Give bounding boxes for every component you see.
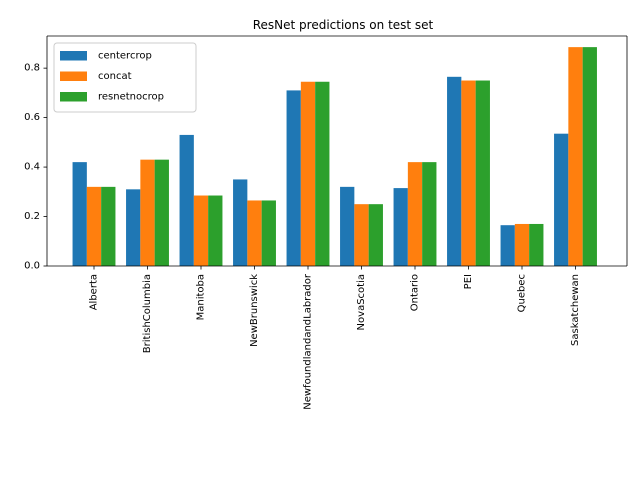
bar-concat-PEI (461, 80, 476, 267)
legend-label-centercrop: centercrop (98, 51, 152, 62)
bar-resnetnocrop-NovaScotia (368, 204, 383, 266)
x-tick-label: NewfoundlandandLabrador (303, 273, 314, 410)
y-tick-label: 0.4 (24, 162, 40, 173)
bar-concat-NewBrunswick (247, 200, 262, 266)
bar-centercrop-Ontario (393, 188, 408, 266)
bar-resnetnocrop-Ontario (422, 162, 437, 266)
bar-centercrop-Alberta (72, 162, 87, 266)
x-tick-label: Saskatchewan (570, 274, 581, 346)
bar-centercrop-Manitoba (179, 134, 194, 266)
bar-concat-Alberta (86, 186, 102, 266)
x-tick-label: NewBrunswick (249, 274, 260, 347)
bar-centercrop-NewBrunswick (233, 179, 248, 266)
x-tick-label: Ontario (410, 274, 421, 311)
bar-centercrop-PEI (447, 76, 462, 266)
legend-label-concat: concat (98, 71, 132, 82)
bar-resnetnocrop-BritishColumbia (154, 159, 169, 266)
bar-centercrop-Quebec (500, 225, 515, 266)
y-tick-label: 0.2 (24, 211, 40, 222)
bar-resnetnocrop-Alberta (101, 186, 116, 266)
bar-concat-Saskatchewan (568, 47, 583, 266)
legend: centercrop concat resnetnocrop (53, 42, 197, 113)
bar-resnetnocrop-Quebec (529, 223, 544, 266)
bar-concat-BritishColumbia (140, 159, 155, 266)
bar-centercrop-NovaScotia (340, 186, 355, 266)
y-tick-label: 0.6 (24, 112, 40, 123)
y-tick-label: 0.8 (24, 63, 40, 74)
bar-concat-Manitoba (193, 195, 209, 266)
bar-resnetnocrop-Saskatchewan (582, 47, 597, 266)
bar-centercrop-NewfoundlandandLabrador (286, 90, 301, 266)
chart-title: ResNet predictions on test set (253, 18, 434, 32)
legend-label-resnetnocrop: resnetnocrop (98, 92, 164, 103)
bar-concat-Ontario (407, 162, 423, 266)
bar-resnetnocrop-NewBrunswick (261, 200, 276, 266)
x-tick-label: Quebec (517, 274, 528, 312)
x-tick-label: PEI (463, 274, 474, 289)
x-tick-label: Manitoba (196, 274, 207, 320)
x-tick-label: BritishColumbia (142, 274, 153, 353)
y-ticks: 0.0 0.2 0.4 0.6 0.8 (24, 63, 47, 272)
legend-box (53, 42, 197, 113)
bar-concat-Quebec (514, 223, 530, 266)
bars-layer (72, 47, 597, 267)
bar-centercrop-BritishColumbia (126, 189, 141, 266)
bar-resnetnocrop-Manitoba (208, 195, 223, 266)
axes-layer (46, 35, 628, 267)
bar-resnetnocrop-PEI (475, 80, 490, 267)
bar-resnetnocrop-NewfoundlandandLabrador (315, 81, 330, 266)
x-tick-label: NovaScotia (356, 274, 367, 330)
legend-swatch-centercrop (60, 51, 87, 61)
x-tick-label: Alberta (89, 274, 100, 310)
legend-swatch-resnetnocrop (60, 92, 87, 102)
legend-swatch-concat (60, 71, 87, 81)
x-ticks: Alberta BritishColumbia Manitoba NewBrunswi… (89, 266, 581, 410)
y-tick-label: 0.0 (24, 261, 40, 272)
bar-concat-NovaScotia (354, 204, 369, 266)
bar-concat-NewfoundlandandLabrador (300, 81, 316, 266)
bar-centercrop-Saskatchewan (554, 133, 569, 266)
